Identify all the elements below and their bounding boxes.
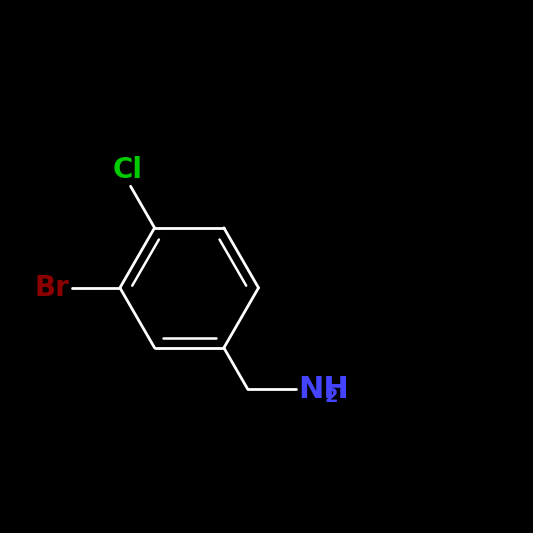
Text: NH: NH xyxy=(298,375,349,404)
Text: Cl: Cl xyxy=(113,156,143,183)
Text: Br: Br xyxy=(35,274,69,302)
Text: 2: 2 xyxy=(324,387,338,406)
